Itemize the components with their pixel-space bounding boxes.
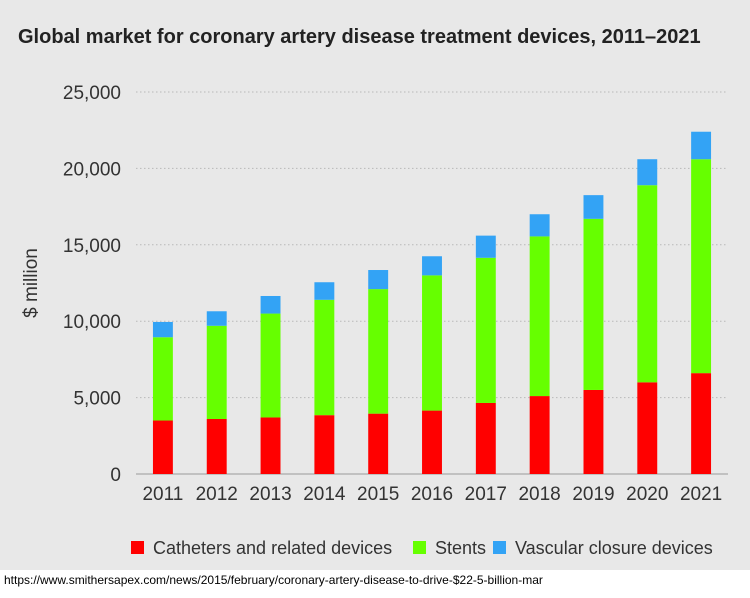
bar-segment: [422, 256, 442, 276]
x-tick-label: 2015: [357, 484, 399, 505]
bar-segment: [691, 131, 712, 160]
x-tick-label: 2021: [680, 484, 722, 505]
chart-title: Global market for coronary artery diseas…: [18, 26, 701, 48]
x-tick-label: 2013: [249, 484, 291, 505]
y-tick-label: 0: [110, 465, 121, 486]
x-tick-label: 2016: [411, 484, 453, 505]
y-tick-label: 15,000: [63, 236, 121, 257]
x-tick-label: 2017: [465, 484, 507, 505]
x-tick-label: 2018: [518, 484, 560, 505]
y-tick-label: 10,000: [63, 312, 121, 333]
bar-segment: [260, 417, 281, 474]
bar-segment: [475, 235, 496, 258]
bar-segment: [583, 195, 604, 219]
legend-label: Vascular closure devices: [515, 538, 713, 558]
legend-swatch: [493, 541, 506, 554]
bar-segment: [691, 159, 712, 374]
bar-segment: [475, 257, 496, 403]
legend-label: Stents: [435, 538, 486, 558]
bar-segment: [206, 311, 227, 326]
bar-segment: [583, 389, 604, 474]
x-tick-label: 2011: [142, 484, 183, 505]
bar-segment: [206, 325, 227, 419]
bar-segment: [637, 159, 658, 186]
bar-segment: [152, 321, 173, 338]
bar-segment: [422, 410, 442, 474]
bar-segment: [368, 413, 389, 474]
bar-segment: [206, 418, 227, 474]
x-tick-label: 2019: [572, 484, 614, 505]
bar-segment: [260, 313, 281, 418]
bar-segment: [691, 373, 712, 474]
source-url: https://www.smithersapex.com/news/2015/f…: [4, 573, 543, 587]
bar-segment: [314, 299, 335, 416]
bar-segment: [422, 275, 442, 411]
bar-segment: [314, 282, 335, 300]
y-tick-label: 25,000: [63, 83, 121, 104]
x-tick-label: 2020: [626, 484, 668, 505]
y-tick-label: 20,000: [63, 159, 121, 180]
legend-swatch: [131, 541, 144, 554]
bar-segment: [637, 185, 658, 383]
bar-segment: [475, 402, 496, 474]
bar-segment: [314, 415, 335, 474]
bar-segment: [529, 236, 550, 397]
bar-segment: [529, 396, 550, 474]
stacked-bar-chart: 0 5,000 10,000 15,000 20,000 25,000 $ million 2…: [21, 83, 728, 558]
x-tick-label: 2014: [303, 484, 346, 505]
bar-segment: [152, 420, 173, 474]
bar-segment: [637, 382, 658, 474]
bar-segment: [368, 270, 389, 290]
y-axis-label: $ million: [21, 248, 42, 318]
legend-label: Catheters and related devices: [153, 538, 392, 558]
bar-segment: [152, 337, 173, 421]
bar-segment: [368, 289, 389, 414]
bar-segment: [260, 295, 281, 314]
bar-segment: [583, 218, 604, 390]
y-tick-label: 5,000: [73, 389, 121, 410]
x-tick-label: 2012: [196, 484, 238, 505]
legend-swatch: [413, 541, 426, 554]
bar-segment: [529, 214, 550, 237]
